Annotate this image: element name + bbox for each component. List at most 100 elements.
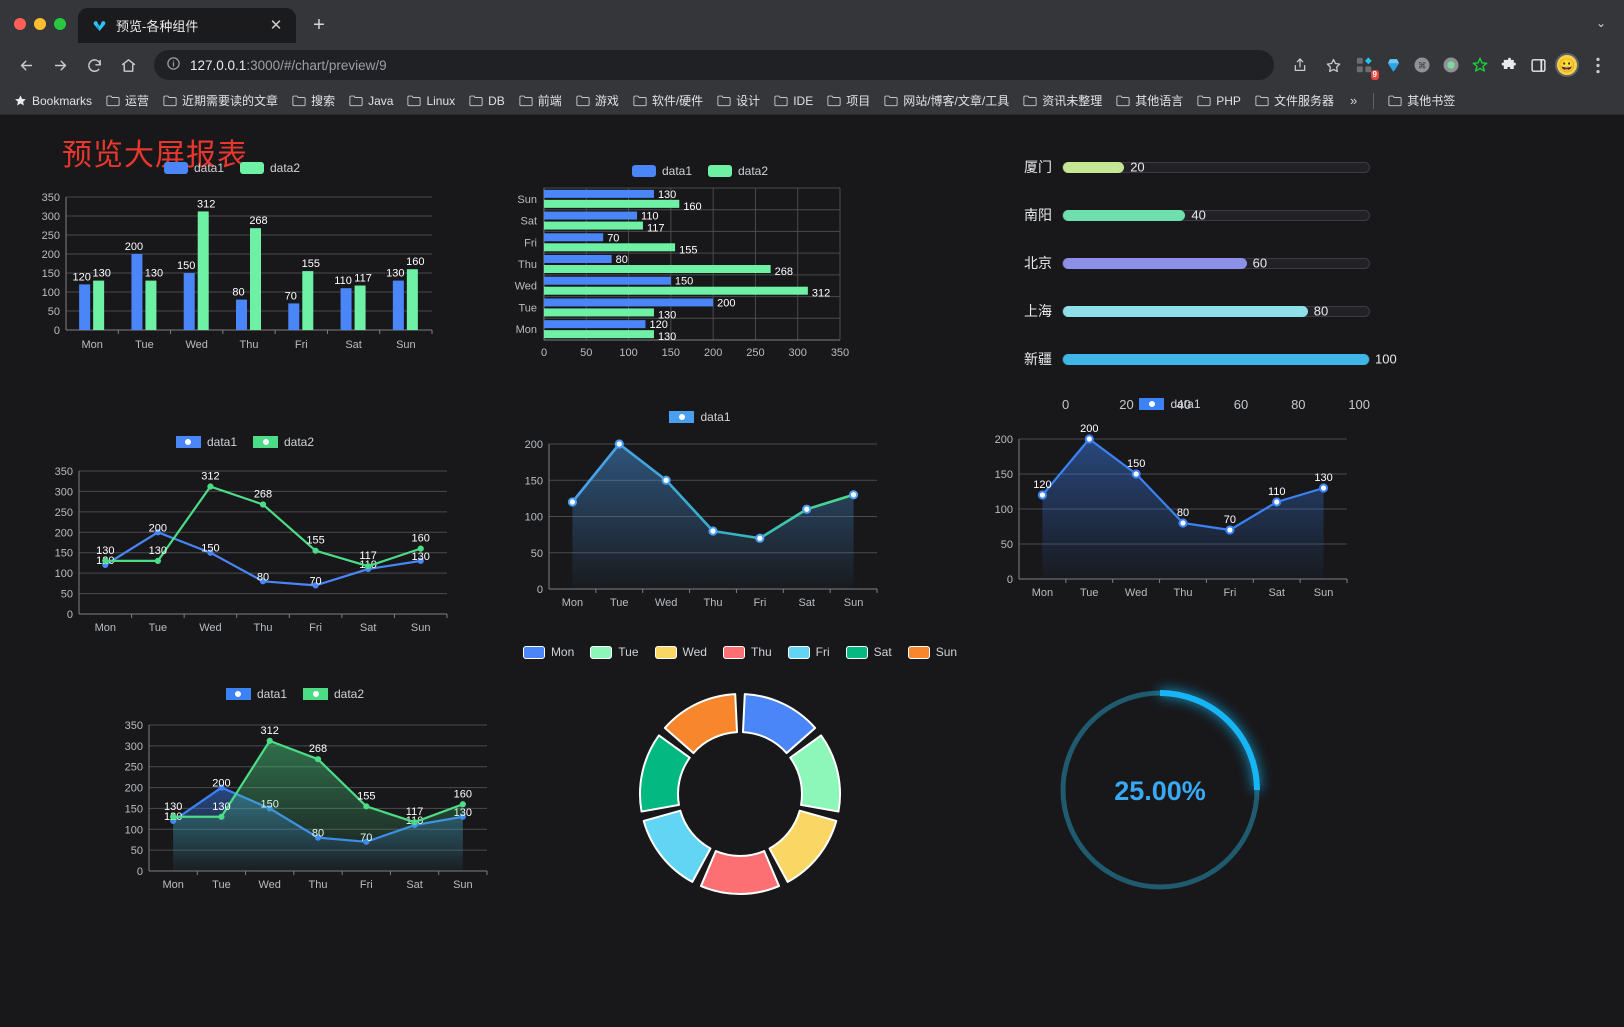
progress-track[interactable]: 80 [1062,304,1370,319]
bookmark-item[interactable]: 项目 [821,89,876,112]
bookmark-item[interactable]: PHP [1191,91,1247,111]
bookmark-item[interactable]: IDE [768,91,819,111]
pie-slice[interactable] [639,734,691,813]
data-point[interactable] [218,784,225,791]
legend-item[interactable]: Sun [907,645,957,659]
data-point[interactable] [154,529,161,536]
data-point[interactable] [259,501,267,508]
progress-track[interactable]: 100 [1062,352,1397,367]
close-window-button[interactable] [14,18,26,30]
legend-item-data2[interactable]: data2 [303,687,364,701]
legend-item[interactable]: Wed [654,645,707,659]
bar[interactable] [544,255,612,263]
data-point[interactable] [1131,469,1141,479]
data-point[interactable] [312,582,319,589]
legend-item-data1[interactable]: data1 [669,410,731,424]
avatar[interactable]: 😀 [1553,51,1581,79]
bar[interactable] [544,221,643,230]
bookmark-item[interactable]: 设计 [711,89,766,112]
data-point[interactable] [417,557,424,564]
data-point[interactable] [259,578,267,585]
data-point[interactable] [207,549,214,556]
data-point[interactable] [170,813,177,820]
pie-slice[interactable] [741,693,817,755]
bookmark-item[interactable]: Java [343,91,399,111]
data-point[interactable] [1318,483,1329,493]
reload-icon[interactable] [78,49,110,81]
data-point[interactable] [708,526,718,536]
bar[interactable] [354,285,366,330]
data-point[interactable] [661,475,671,485]
star-icon[interactable] [1317,49,1349,81]
maximize-window-button[interactable] [54,18,66,30]
data-point[interactable] [848,490,859,500]
data-point[interactable] [207,483,214,490]
pie-slice[interactable] [768,809,838,883]
data-point[interactable] [417,545,424,552]
bar[interactable] [544,298,714,307]
info-icon[interactable] [166,56,181,74]
legend-item-data2[interactable]: data2 [708,164,768,178]
bookmark-item[interactable]: 运营 [100,89,155,112]
data-point[interactable] [459,801,466,808]
bar[interactable] [392,280,404,330]
bookmark-item[interactable]: 搜索 [286,89,341,112]
bookmark-item[interactable]: DB [463,91,511,111]
puzzle-icon[interactable] [1495,51,1523,79]
data-point[interactable] [363,803,370,810]
data-point[interactable] [1084,434,1094,444]
legend-item-data1[interactable]: data1 [163,161,224,175]
extension-icon-grid[interactable]: 9 [1350,51,1379,80]
data-point[interactable] [755,533,765,543]
bar[interactable] [197,211,209,330]
legend-item-data2[interactable]: data2 [240,161,300,175]
share-icon[interactable] [1284,49,1316,81]
data-point[interactable] [154,557,161,564]
bookmark-item[interactable]: Linux [401,91,461,111]
progress-track[interactable]: 40 [1062,208,1370,223]
data-point[interactable] [314,756,322,763]
data-point[interactable] [1225,525,1235,535]
data-point[interactable] [567,497,578,507]
bar[interactable] [93,280,105,330]
bar[interactable] [131,254,143,330]
data-point[interactable] [1178,518,1188,528]
data-point[interactable] [218,813,225,820]
bar[interactable] [544,265,771,273]
bar[interactable] [236,299,247,330]
legend-item[interactable]: Sat [845,645,892,659]
pie-slice[interactable] [789,734,841,813]
progress-track[interactable]: 60 [1062,256,1370,271]
legend-item[interactable]: Tue [590,645,639,659]
bookmark-item-other[interactable]: 其他书签 [1382,89,1461,112]
bookmark-item[interactable]: 软件/硬件 [627,89,709,112]
new-tab-button[interactable]: + [313,14,325,36]
bar[interactable] [544,320,646,329]
pie-slice[interactable] [663,693,739,755]
progress-track[interactable]: 20 [1062,160,1370,175]
data-point[interactable] [802,504,812,514]
bar[interactable] [544,308,654,317]
bar[interactable] [340,288,352,330]
bar[interactable] [145,280,157,330]
command-icon[interactable]: ⌘ [1408,51,1436,79]
bookmark-item[interactable]: 资讯未整理 [1017,89,1108,112]
data-point[interactable] [614,439,624,449]
home-icon[interactable] [112,49,144,81]
data-point[interactable] [1037,490,1048,500]
legend-item[interactable]: Thu [722,645,772,659]
bar[interactable] [544,199,680,208]
bar[interactable] [544,211,638,220]
bar[interactable] [250,228,261,330]
legend-item-data2[interactable]: data2 [253,435,314,449]
window-controls[interactable] [10,18,78,43]
browser-tab[interactable]: 预览-各种组件 ✕ [78,8,296,43]
bookmark-item[interactable]: 网站/博客/文章/工具 [878,89,1015,112]
bookmarks-overflow-button[interactable]: » [1349,93,1358,108]
pie-slice[interactable] [699,850,781,895]
legend-item-data1[interactable]: data1 [631,164,692,178]
data-point[interactable] [1272,497,1282,507]
profile-avatar-icon[interactable]: 😀 [1555,53,1579,77]
diamond-icon[interactable] [1379,51,1407,79]
bar[interactable] [544,243,676,252]
